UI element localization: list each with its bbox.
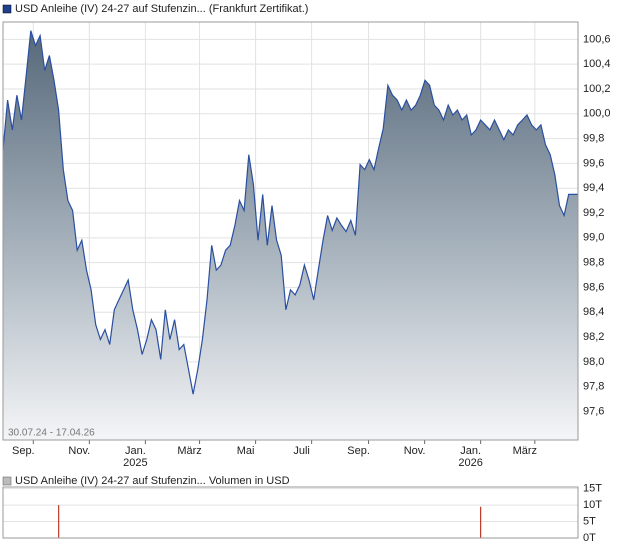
y-tick-label: 97,6 (583, 405, 604, 417)
y-tick-label: 97,8 (583, 381, 604, 393)
x-tick-label: Sep. (347, 445, 370, 457)
y-tick-label: 100,0 (583, 108, 611, 120)
y-tick-label: 100,6 (583, 33, 611, 45)
y-tick-label: 5T (583, 515, 596, 527)
price-line (2, 30, 578, 395)
volume-bar (480, 506, 482, 538)
y-tick-label: 99,2 (583, 207, 604, 219)
y-tick-label: 98,8 (583, 257, 604, 269)
legend-label: USD Anleihe (IV) 24-27 auf Stufenzin... … (15, 475, 290, 487)
y-tick-label: 15T (583, 483, 602, 495)
legend-swatch (2, 4, 12, 14)
volume-panel: 0T 5T 10T 15T (2, 483, 602, 544)
y-tick-label: 98,2 (583, 331, 604, 343)
date-range: 30.07.24 - 17.04.26 (8, 428, 95, 439)
x-tick-label: Jan. (460, 445, 481, 457)
area-fill (3, 30, 578, 440)
legend-swatch (2, 476, 12, 486)
plot-area (3, 487, 578, 538)
plot-border (2, 21, 579, 441)
y-tick-label: 98,0 (583, 356, 604, 368)
legend-label: USD Anleihe (IV) 24-27 auf Stufenzin... … (15, 3, 308, 15)
x-tick-year: 2025 (123, 457, 147, 469)
x-tick-label: Nov. (68, 445, 90, 457)
y-tick-label: 100,2 (583, 83, 611, 95)
y-tick-label: 99,0 (583, 232, 604, 244)
y-tick-label: 99,8 (583, 132, 604, 144)
volume-bar (58, 505, 60, 538)
x-tick-label: Nov. (404, 445, 426, 457)
x-tick-label: März (177, 445, 201, 457)
y-tick-label: 98,6 (583, 281, 604, 293)
y-tick-label: 99,6 (583, 157, 604, 169)
x-tick-label: März (513, 445, 537, 457)
plot-border (2, 486, 579, 539)
x-tick-label: Sep. (12, 445, 35, 457)
y-tick-label: 99,4 (583, 182, 604, 194)
y-tick-label: 100,4 (583, 58, 611, 70)
x-tick-label: Juli (293, 445, 310, 457)
x-tick-label: Jan. (125, 445, 146, 457)
price-panel: 97,6 97,8 98,0 98,2 98,4 98,6 98,8 99,0 99,2 99,4… (2, 21, 611, 469)
x-tick-year: 2026 (458, 457, 482, 469)
y-tick-label: 10T (583, 499, 602, 511)
x-tick-label: Mai (237, 445, 255, 457)
y-tick-label: 0T (583, 532, 596, 544)
y-tick-label: 98,4 (583, 306, 604, 318)
